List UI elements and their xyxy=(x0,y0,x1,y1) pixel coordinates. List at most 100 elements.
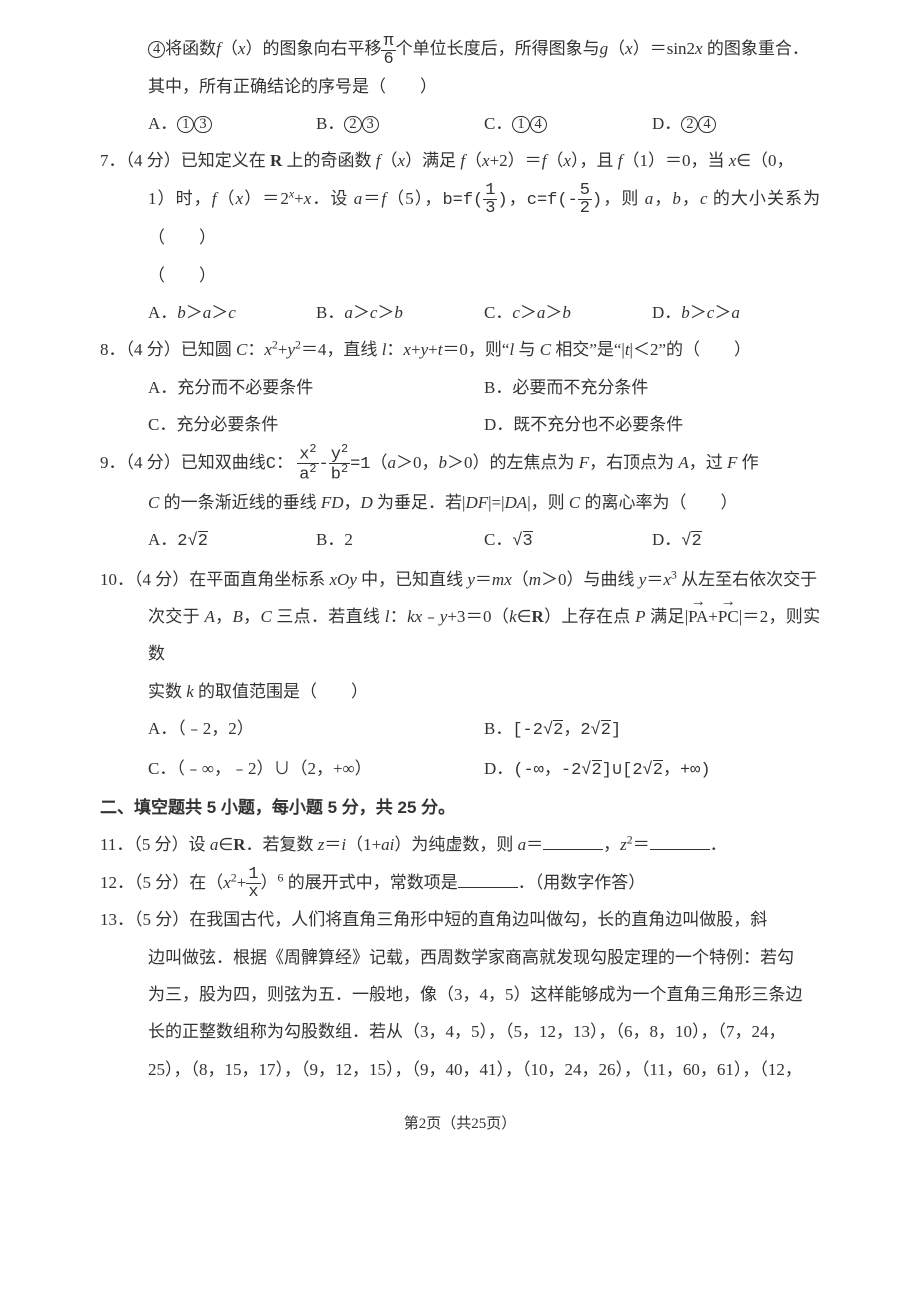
q6-opt-a: A．13 xyxy=(148,105,316,142)
blank-z2 xyxy=(650,832,710,850)
text: 时， xyxy=(176,189,212,208)
q10-opt-c: C．（﹣∞，﹣2）∪（2，+∞） xyxy=(148,750,484,789)
q8-opt-a: A．充分而不必要条件 xyxy=(148,369,484,406)
q6-opt-b: B．23 xyxy=(316,105,484,142)
q8-options: A．充分而不必要条件 B．必要而不充分条件 C．充分必要条件 D．既不充分也不必… xyxy=(100,369,820,444)
F: F xyxy=(579,453,589,472)
footer-total: 25 xyxy=(471,1116,486,1132)
text: ”的（ ） xyxy=(658,340,751,359)
blank-a xyxy=(543,832,603,850)
text: 线C： xyxy=(249,455,293,474)
q9-stem: 9．（4 分）已知双曲线C： x2a2-y2b2=1（a＞0，b＞0）的左焦点为… xyxy=(100,444,820,484)
x: x xyxy=(625,39,633,58)
text: ．（用数字作答） xyxy=(518,873,646,892)
page-footer: 第2页（共25页） xyxy=(100,1108,820,1141)
text: 满足 xyxy=(422,151,456,170)
q11-stem: 11．（5 分）设 a∈R．若复数 z＝i（1+ai）为纯虚数，则 a＝，z2＝… xyxy=(100,826,820,863)
fraction-5-2: 52 xyxy=(578,182,592,217)
text: ） xyxy=(245,39,262,58)
text: 7．（4 分）已知定义在 xyxy=(100,151,270,170)
text: 作 xyxy=(742,453,759,472)
text: ．若复数 xyxy=(245,835,313,854)
text: 的图象向右平移 xyxy=(262,39,381,58)
footer-pre: 第 xyxy=(404,1116,419,1132)
text: 与曲线 xyxy=(584,570,635,589)
vector-pa: PA xyxy=(688,598,708,635)
text: ． xyxy=(710,835,727,854)
text: 中，已知直线 xyxy=(361,570,463,589)
text: 将函数 xyxy=(165,39,216,58)
q7-opt-c: C．c＞a＞b xyxy=(484,294,652,331)
fraction-1-3: 13 xyxy=(483,182,497,217)
q7-opt-a: A．b＞a＞c xyxy=(148,294,316,331)
q13-l3: 为三，股为四，则弦为五．一般地，像（3，4，5）这样能够成为一个直角三角形三条边 xyxy=(100,976,820,1013)
text: ，右顶点为 xyxy=(589,453,674,472)
q10-stem-3: 实数 k 的取值范围是（ ） xyxy=(100,673,820,710)
text: 的一条渐近线的垂线 xyxy=(164,493,317,512)
q10-options: A．（﹣2，2） B．[-2√2，2√2] C．（﹣∞，﹣2）∪（2，+∞） D… xyxy=(100,710,820,789)
text: 11．（5 分）设 xyxy=(100,835,206,854)
set-R: R xyxy=(233,835,245,854)
P: P xyxy=(635,607,645,626)
q9-opt-b: B．2 xyxy=(316,521,484,560)
q10-stem-2: 次交于 A，B，C 三点．若直线 l：kx﹣y+3＝0（k∈R）上存在点 P 满… xyxy=(100,598,820,673)
q10-stem: 10．（4 分）在平面直角坐标系 xOy 中，已知直线 y＝mx（m＞0）与曲线… xyxy=(100,561,820,598)
fraction-x2a2: x2a2 xyxy=(297,444,318,484)
q13-l1: 13．（5 分）在我国古代，人们将直角三角形中短的直角边叫做勾，长的直角边叫做股… xyxy=(100,901,820,938)
text: ．设 xyxy=(311,189,348,208)
q10-opt-b: B．[-2√2，2√2] xyxy=(484,710,820,749)
x: x xyxy=(695,39,707,58)
q7-opt-b: B．a＞c＞b xyxy=(316,294,484,331)
q10-opt-d: D．(-∞，-2√2]∪[2√2，+∞) xyxy=(484,750,820,789)
q7-stem-2: 1）时，f（x）＝2x+x．设 a＝f（5），b=f(13)，c=f(-52)，… xyxy=(100,180,820,257)
text: 8．（4 分）已知圆 xyxy=(100,340,232,359)
text: ， xyxy=(603,835,620,854)
c-def: c=f(- xyxy=(527,191,578,210)
text: （ xyxy=(371,453,388,472)
footer-post: 页） xyxy=(486,1116,516,1132)
q7-paren: （ ） xyxy=(100,257,820,294)
q8-opt-c: C．充分必要条件 xyxy=(148,406,484,443)
q9-opt-d: D．√2 xyxy=(652,521,820,560)
q8-stem: 8．（4 分）已知圆 C：x2+y2＝4，直线 l：x+y+t＝0，则“l 与 … xyxy=(100,331,820,368)
D: D xyxy=(361,493,373,512)
text: =1 xyxy=(350,455,370,474)
b-def: b=f( xyxy=(442,191,483,210)
text: ， xyxy=(344,493,361,512)
text: ，则 xyxy=(602,189,639,208)
q13-l2: 边叫做弦．根据《周髀算经》记载，西周数学家商高就发现勾股定理的一个特例：若勾 xyxy=(100,939,820,976)
text: ，则“ xyxy=(468,340,510,359)
circled-4-icon: 4 xyxy=(148,41,165,58)
vector-pc: PC xyxy=(718,598,739,635)
q9-opt-a: A．2√2 xyxy=(148,521,316,560)
text: 的取值范围是（ ） xyxy=(198,682,368,701)
q7-options: A．b＞a＞c B．a＞c＞b C．c＞a＞b D．b＞c＞a xyxy=(100,294,820,331)
text: ，当 xyxy=(690,151,724,170)
text: ） xyxy=(261,873,278,892)
set-R: R xyxy=(532,607,544,626)
q7-opt-d: D．b＞c＞a xyxy=(652,294,820,331)
text: ，且 xyxy=(579,151,613,170)
set-R: R xyxy=(270,151,282,170)
q13-l5: 25），（8，15，17），（9，12，15），（9，40，41），（10，24… xyxy=(100,1051,820,1088)
q8-opt-b: B．必要而不充分条件 xyxy=(484,369,820,406)
text: 10．（4 分）在平面直角坐标系 xyxy=(100,570,325,589)
k: k xyxy=(186,682,194,701)
q13-l4: 长的正整数组称为勾股数组．若从（3，4，5），（5，12，13），（6，8，10… xyxy=(100,1013,820,1050)
text: 满足| xyxy=(650,607,688,626)
text: 个单位长度后，所得图象与 xyxy=(396,39,600,58)
text: 12．（5 分）在（ xyxy=(100,873,223,892)
text: ， xyxy=(424,189,442,208)
q6-item4: 4将函数f（x）的图象向右平移π6个单位长度后，所得图象与g（x）＝sin2x … xyxy=(100,30,820,68)
text: 三点．若直线 xyxy=(276,607,380,626)
q10-opt-a: A．（﹣2，2） xyxy=(148,710,484,749)
exp: 6 xyxy=(278,870,284,884)
q12-stem: 12．（5 分）在（x2+1x）6 的展开式中，常数项是．（用数字作答） xyxy=(100,864,820,902)
text: ， xyxy=(508,189,527,208)
text: ，直线 xyxy=(326,340,377,359)
text: ）上存在点 xyxy=(544,607,631,626)
text: ，则 xyxy=(531,493,565,512)
text: 的展开式中，常数项是 xyxy=(288,873,458,892)
q9-opt-c: C．√3 xyxy=(484,521,652,560)
q6-opt-c: C．14 xyxy=(484,105,652,142)
